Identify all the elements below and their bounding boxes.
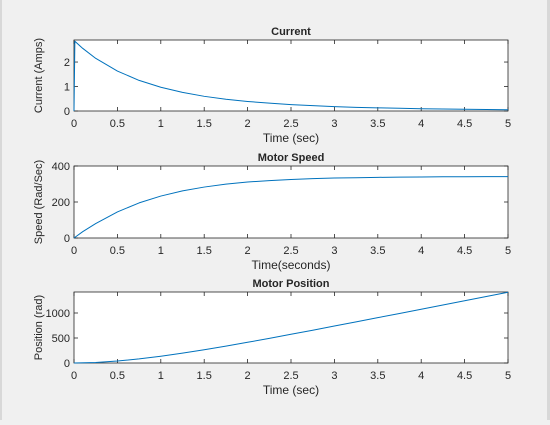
subplot-position-axes — [73, 291, 509, 364]
subplot-current-ytick-label: 1 — [64, 82, 70, 94]
subplot-current-ytick-label: 2 — [64, 57, 70, 69]
subplot-current-xtick-label: 5 — [505, 118, 511, 130]
subplot-current-xtick-label: 3 — [331, 118, 337, 130]
subplot-position-ylabel: Position (rad) — [33, 295, 45, 360]
subplot-speed-xtick-label: 3.5 — [370, 245, 385, 257]
subplot-speed-xtick-label: 0 — [71, 245, 77, 257]
subplot-current-xtick-label: 3.5 — [370, 118, 385, 130]
subplot-speed-ytick-label: 0 — [64, 233, 70, 245]
subplot-position-ytick-label: 500 — [52, 333, 70, 345]
subplot-current-xtick-label: 0 — [71, 118, 77, 130]
subplot-position-xtick-label: 1.5 — [197, 370, 212, 382]
subplot-speed-ylabel: Speed (Rad/Sec) — [33, 160, 45, 244]
subplot-speed-xtick-label: 2 — [245, 245, 251, 257]
subplot-current-line — [73, 40, 509, 112]
subplot-speed-xtick-label: 4 — [418, 245, 424, 257]
subplot-speed-xtick-label: 4.5 — [457, 245, 472, 257]
subplot-speed-xtick-label: 1 — [158, 245, 164, 257]
window-edge-left — [0, 0, 2, 420]
subplot-speed-ytick-label: 200 — [52, 197, 70, 209]
subplot-position-xlabel: Time (sec) — [263, 383, 319, 397]
subplot-speed-xtick-label: 1.5 — [197, 245, 212, 257]
subplot-position-xtick-label: 0 — [71, 370, 77, 382]
window-edge-right — [547, 0, 550, 420]
subplot-speed-title: Motor Speed — [258, 152, 325, 164]
subplot-current-xtick-label: 2 — [245, 118, 251, 130]
subplot-position-ytick-label: 0 — [64, 358, 70, 370]
subplot-position-title: Motor Position — [253, 278, 330, 290]
subplot-current-xtick-label: 4.5 — [457, 118, 472, 130]
subplot-current-xtick-label: 1 — [158, 118, 164, 130]
subplot-position-xtick-label: 3.5 — [370, 370, 385, 382]
subplot-speed-line — [73, 176, 508, 239]
subplot-current-xtick-label: 0.5 — [110, 118, 125, 130]
subplot-position-ytick-label: 1000 — [46, 308, 70, 320]
subplot-current-title: Current — [271, 26, 311, 38]
subplot-current-ytick-label: 0 — [64, 106, 70, 118]
subplot-speed-xtick-label: 3 — [331, 245, 337, 257]
subplot-current-xtick-label: 4 — [418, 118, 424, 130]
subplot-position-xtick-label: 0.5 — [110, 370, 125, 382]
subplot-current-xlabel: Time (sec) — [263, 131, 319, 145]
subplot-current-xtick-label: 2.5 — [283, 118, 298, 130]
subplot-current-xtick-label: 1.5 — [197, 118, 212, 130]
subplot-speed-axes — [73, 165, 509, 239]
subplot-position-xtick-label: 4.5 — [457, 370, 472, 382]
subplot-position-xtick-label: 5 — [505, 370, 511, 382]
subplot-speed-xtick-label: 2.5 — [283, 245, 298, 257]
subplot-position-xtick-label: 4 — [418, 370, 424, 382]
subplot-position-xtick-label: 3 — [331, 370, 337, 382]
subplot-position-line — [73, 291, 509, 364]
subplot-speed-xtick-label: 5 — [505, 245, 511, 257]
subplot-speed-ytick-label: 400 — [52, 161, 70, 173]
subplot-speed-xtick-label: 0.5 — [110, 245, 125, 257]
subplot-current-ylabel: Current (Amps) — [33, 38, 45, 113]
subplot-speed-xlabel: Time(seconds) — [252, 258, 331, 272]
subplot-position-xtick-label: 2 — [245, 370, 251, 382]
subplot-position-xtick-label: 1 — [158, 370, 164, 382]
subplot-current-axes — [73, 39, 509, 112]
subplot-position-xtick-label: 2.5 — [283, 370, 298, 382]
